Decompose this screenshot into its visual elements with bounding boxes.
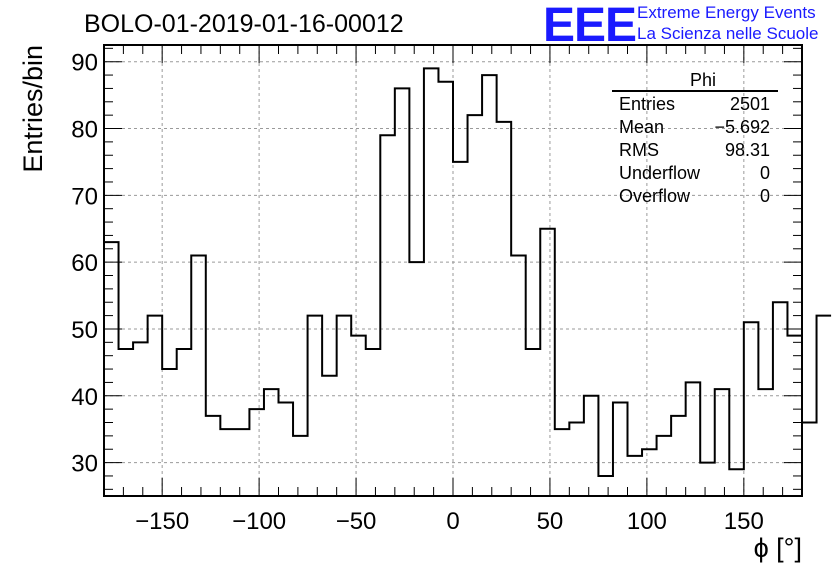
x-tick-label: 50 (537, 508, 564, 535)
histogram-bin (715, 389, 730, 496)
y-tick-label: 40 (71, 384, 98, 411)
stats-value: 2501 (730, 94, 770, 114)
y-tick-label: 90 (71, 50, 98, 77)
histogram-bin (686, 382, 701, 496)
stats-value: 0 (760, 163, 770, 183)
histogram-series-line (103, 67, 832, 496)
histogram-bin (424, 68, 439, 496)
y-tick-label: 60 (71, 250, 98, 277)
histogram-bin (351, 336, 366, 496)
histogram-bin (148, 316, 163, 496)
histogram-bin (511, 255, 526, 496)
stats-value: 0 (760, 186, 770, 206)
histogram-bin (177, 349, 192, 496)
histogram-bin (279, 402, 294, 496)
histogram-bin (322, 376, 337, 496)
histogram-bin (787, 336, 802, 496)
histogram-bin (206, 416, 221, 496)
histogram-bin (308, 316, 323, 496)
histogram-bin (729, 469, 744, 496)
histogram-bin (642, 449, 657, 496)
histogram-bin (802, 423, 817, 496)
axis-ticks (103, 45, 803, 496)
org-name-line1: Extreme Energy Events (637, 3, 816, 22)
x-tick-label: 0 (446, 508, 459, 535)
histogram-bin (264, 389, 279, 496)
histogram-bin (482, 75, 497, 496)
histogram-bin (293, 436, 308, 496)
histogram-bin (758, 389, 773, 496)
histogram-bin (162, 369, 177, 496)
tick-labels: −150 −100 −50 0 50 100 150 30 40 50 60 70 80 90 (71, 50, 764, 535)
histogram-bin (700, 463, 715, 496)
stats-label: Entries (619, 94, 675, 114)
histogram-bin (468, 115, 483, 496)
y-tick-label: 50 (71, 317, 98, 344)
histogram-bin (598, 476, 613, 496)
histogram-bin (119, 349, 134, 496)
histogram-bin (380, 135, 395, 496)
stats-value: −5.692 (714, 117, 770, 137)
y-axis-label: Entries/bin (18, 45, 48, 173)
org-name-line2: La Scienza nelle Scuole (637, 24, 819, 43)
x-tick-label: 150 (724, 508, 764, 535)
histogram-bin (657, 436, 672, 496)
x-tick-label: −100 (232, 508, 286, 535)
histogram-bin (395, 88, 410, 496)
x-tick-label: 100 (627, 508, 667, 535)
stats-title: Phi (690, 70, 716, 90)
histogram-bin (773, 302, 788, 496)
histogram-bin (613, 402, 628, 496)
stats-box: Phi Entries 2501 Mean −5.692 RMS 98.31 Underflo… (612, 70, 778, 206)
histogram-bin (366, 349, 381, 496)
y-tick-label: 80 (71, 117, 98, 144)
chart-title: BOLO-01-2019-01-16-00012 (84, 10, 404, 38)
x-axis-label: ϕ [°] (754, 533, 802, 563)
histogram-bin (540, 229, 555, 496)
y-tick-label: 30 (71, 451, 98, 478)
histogram-bin (249, 409, 264, 496)
stats-label: Mean (619, 117, 664, 137)
histogram-bin (526, 349, 541, 496)
eee-logo: EEE (543, 0, 637, 52)
stats-label: Overflow (619, 186, 691, 206)
stats-value: 98.31 (725, 140, 770, 160)
histogram-bin (191, 255, 206, 496)
histogram-bin (628, 456, 643, 496)
histogram-bin (409, 262, 424, 496)
stats-label: Underflow (619, 163, 701, 183)
histogram-bin (671, 416, 686, 496)
histogram-bin (337, 316, 352, 496)
x-tick-label: −50 (336, 508, 377, 535)
x-tick-label: −150 (135, 508, 189, 535)
histogram-bin (584, 396, 599, 496)
histogram-bin (744, 322, 759, 496)
y-tick-label: 70 (71, 183, 98, 210)
histogram-bin (133, 342, 148, 496)
stats-label: RMS (619, 140, 659, 160)
histogram-bin (497, 122, 512, 496)
histogram-bin (817, 316, 832, 496)
histogram-bin (569, 423, 584, 496)
histogram-bin (438, 82, 453, 496)
